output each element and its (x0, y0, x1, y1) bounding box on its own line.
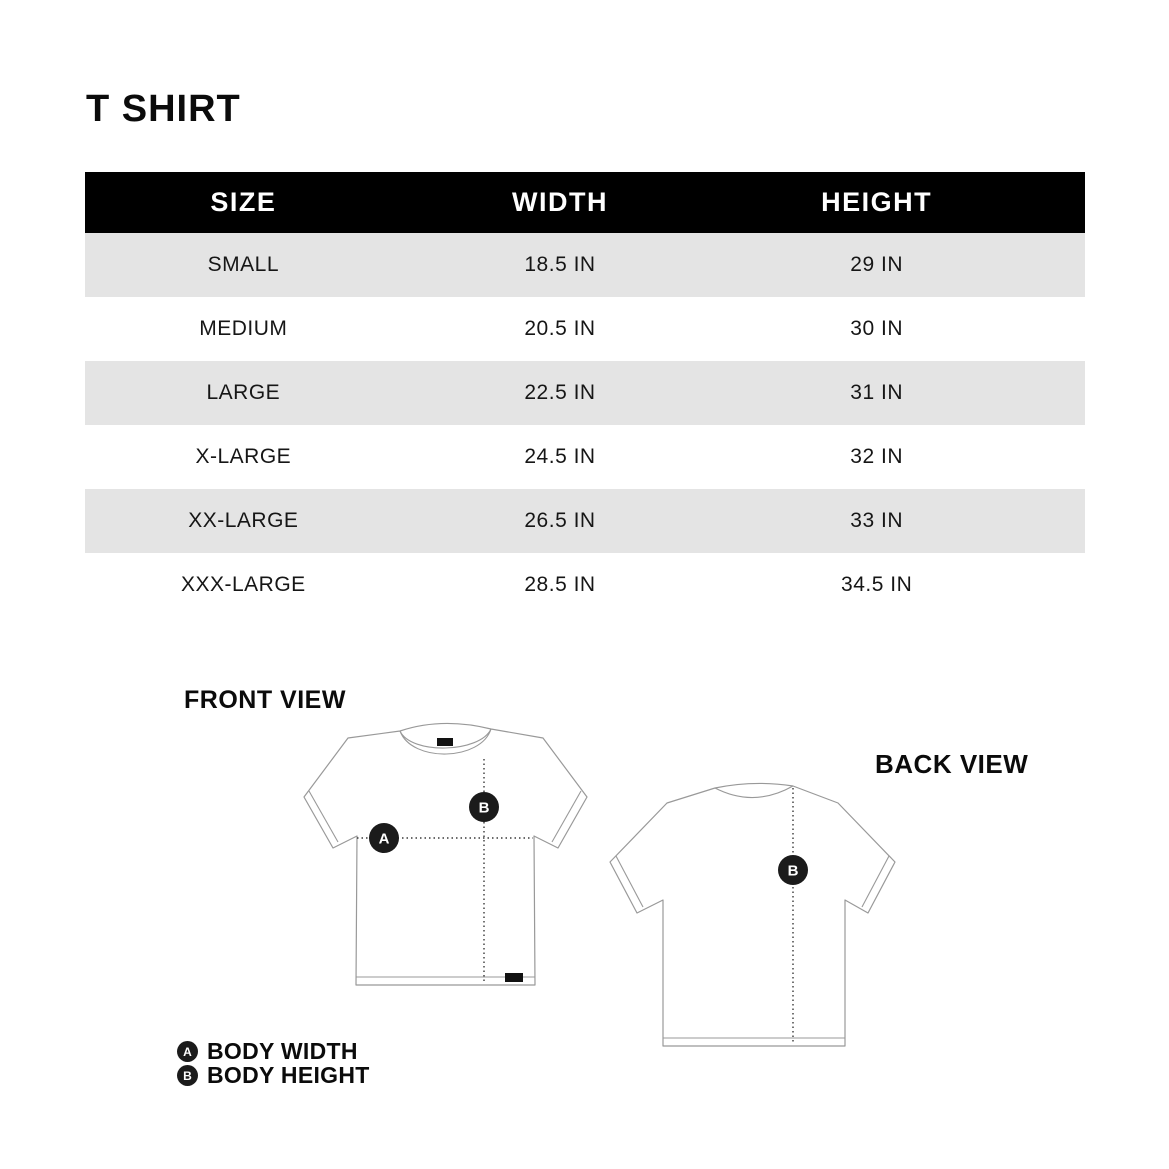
width-cell: 28.5 IN (524, 573, 596, 596)
column-header-size: SIZE (210, 187, 277, 217)
marker-a-badge: A (369, 823, 399, 853)
height-cell: 34.5 IN (841, 573, 913, 596)
marker-b-letter: B (479, 800, 490, 817)
table-row: SMALL 18.5 IN 29 IN (85, 233, 1085, 297)
width-cell: 24.5 IN (524, 445, 596, 468)
marker-a-letter: A (379, 831, 390, 848)
height-cell: 33 IN (850, 509, 903, 532)
legend-label: BODY HEIGHT (207, 1062, 370, 1088)
height-cell: 30 IN (850, 317, 903, 340)
back-collar-seam (714, 785, 794, 799)
marker-b-badge: B (177, 1065, 198, 1086)
size-cell: X-LARGE (195, 445, 292, 468)
width-cell: 26.5 IN (524, 509, 596, 532)
collar-rib-outer (399, 728, 492, 749)
width-cell: 20.5 IN (524, 317, 596, 340)
neck-label-tag (437, 738, 453, 746)
width-cell: 22.5 IN (524, 381, 596, 404)
legend-item-body-width: A BODY WIDTH (177, 1040, 370, 1063)
legend-item-body-height: B BODY HEIGHT (177, 1064, 370, 1087)
front-view-diagram: A B (303, 722, 588, 986)
back-view-label: BACK VIEW (875, 749, 1029, 779)
size-cell: LARGE (206, 381, 281, 404)
marker-b-circle (778, 855, 808, 885)
collar-rib-inner (399, 728, 492, 755)
size-table: SIZE WIDTH HEIGHT SMALL 18.5 IN 29 IN ME… (85, 172, 1085, 617)
tshirt-back-outline (609, 782, 896, 1047)
measurement-legend: A BODY WIDTH B BODY HEIGHT (177, 1040, 370, 1088)
table-row: X-LARGE 24.5 IN 32 IN (85, 425, 1085, 489)
size-table-header-row: SIZE WIDTH HEIGHT (85, 172, 1085, 233)
page-title: T SHIRT (86, 88, 241, 130)
left-cuff-seam (615, 855, 644, 908)
right-cuff-seam (551, 790, 582, 843)
back-view-diagram: B (609, 782, 896, 1047)
marker-b-badge: B (469, 792, 499, 822)
marker-b-badge: B (778, 855, 808, 885)
table-row: XX-LARGE 26.5 IN 33 IN (85, 489, 1085, 553)
table-row: MEDIUM 20.5 IN 30 IN (85, 297, 1085, 361)
marker-b-circle (469, 792, 499, 822)
tshirt-front-outline (303, 722, 588, 986)
size-cell: SMALL (207, 253, 280, 276)
marker-a-badge: A (177, 1041, 198, 1062)
marker-a-circle (369, 823, 399, 853)
table-row: LARGE 22.5 IN 31 IN (85, 361, 1085, 425)
hem-label-tag (505, 973, 523, 982)
height-cell: 32 IN (850, 445, 903, 468)
left-cuff-seam (308, 790, 339, 843)
height-cell: 29 IN (850, 253, 903, 276)
height-cell: 31 IN (850, 381, 903, 404)
front-view-label: FRONT VIEW (184, 686, 346, 714)
table-row: XXX-LARGE 28.5 IN 34.5 IN (85, 553, 1085, 617)
column-header-width: WIDTH (512, 187, 608, 217)
column-header-height: HEIGHT (821, 187, 933, 217)
legend-label: BODY WIDTH (207, 1038, 358, 1064)
right-cuff-seam (861, 855, 890, 908)
size-cell: MEDIUM (199, 317, 288, 340)
marker-b-letter: B (788, 863, 799, 880)
size-cell: XXX-LARGE (180, 573, 306, 596)
size-cell: XX-LARGE (188, 509, 299, 532)
width-cell: 18.5 IN (524, 253, 596, 276)
